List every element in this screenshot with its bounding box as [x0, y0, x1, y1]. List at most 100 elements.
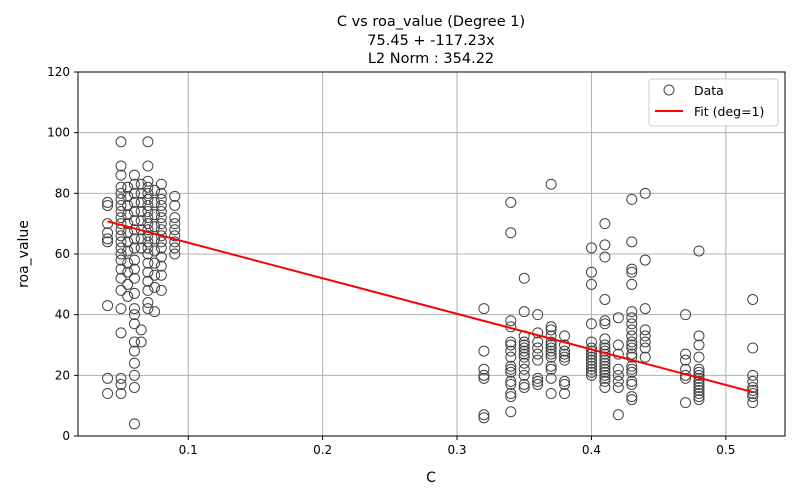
data-point [115, 327, 127, 339]
data-point [559, 348, 571, 360]
data-point [693, 381, 705, 393]
data-point [559, 388, 571, 400]
data-point [122, 181, 134, 193]
data-point [585, 363, 597, 375]
data-point [135, 206, 147, 218]
data-point [169, 199, 181, 211]
data-point [155, 242, 167, 254]
data-point [128, 272, 140, 284]
data-point [559, 375, 571, 387]
data-point [518, 351, 530, 363]
data-point [128, 169, 140, 181]
data-point [626, 306, 638, 318]
data-point [142, 266, 154, 278]
data-point [505, 315, 517, 327]
data-point [128, 381, 140, 393]
data-point [626, 339, 638, 351]
data-point [122, 257, 134, 269]
data-point [142, 257, 154, 269]
data-point [599, 369, 611, 381]
data-point [532, 348, 544, 360]
data-point [585, 369, 597, 381]
data-point [532, 336, 544, 348]
data-point [599, 333, 611, 345]
data-point [505, 336, 517, 348]
y-tick-label: 40 [55, 308, 70, 322]
data-point [102, 388, 114, 400]
data-point [128, 309, 140, 321]
data-point [102, 236, 114, 248]
data-point [545, 348, 557, 360]
data-point [115, 284, 127, 296]
data-point [155, 212, 167, 224]
data-point [478, 372, 490, 384]
data-point [545, 339, 557, 351]
data-point [122, 278, 134, 290]
data-point [155, 206, 167, 218]
data-point [693, 385, 705, 396]
data-point [142, 160, 154, 172]
data-point [693, 351, 705, 363]
data-point [142, 303, 154, 315]
data-point [599, 381, 611, 393]
data-point [115, 212, 127, 224]
data-point [626, 394, 638, 406]
data-point [585, 351, 597, 363]
data-point [518, 345, 530, 357]
data-point [626, 360, 638, 372]
data-point [626, 351, 638, 363]
data-point [149, 306, 161, 318]
data-point [559, 354, 571, 366]
data-point [122, 266, 134, 278]
data-point [626, 266, 638, 278]
data-point [135, 336, 147, 348]
data-point [612, 363, 624, 375]
data-point [142, 199, 154, 211]
data-point [626, 375, 638, 387]
data-point [626, 312, 638, 324]
data-point [639, 254, 651, 266]
data-point [612, 375, 624, 387]
data-point [142, 242, 154, 254]
data-point [599, 239, 611, 251]
y-tick-label: 60 [55, 247, 70, 261]
y-tick-label: 80 [55, 186, 70, 200]
data-point [518, 381, 530, 393]
data-point [559, 339, 571, 351]
data-point [122, 199, 134, 211]
data-point [115, 236, 127, 248]
data-point [115, 378, 127, 390]
data-point [128, 178, 140, 190]
data-point [612, 339, 624, 351]
data-point [545, 372, 557, 384]
data-point [585, 336, 597, 348]
data-point [518, 342, 530, 354]
data-point [142, 136, 154, 148]
data-point [169, 212, 181, 224]
data-point [122, 190, 134, 202]
data-point [135, 187, 147, 199]
data-point [135, 178, 147, 190]
data-point [612, 409, 624, 421]
data-point [585, 318, 597, 330]
chart-title: C vs roa_value (Degree 1) 75.45 + -117.2… [337, 14, 525, 67]
data-point [505, 351, 517, 363]
data-point [518, 272, 530, 284]
legend: Data Fit (deg=1) [648, 78, 779, 127]
data-point [128, 196, 140, 208]
data-point [518, 306, 530, 318]
data-point [518, 369, 530, 381]
data-point [585, 278, 597, 290]
data-point [102, 227, 114, 239]
data-point [693, 330, 705, 342]
data-point [142, 206, 154, 218]
data-point [149, 184, 161, 196]
title-line-3: L2 Norm : 354.22 [368, 51, 494, 67]
data-point [128, 318, 140, 330]
data-point [115, 254, 127, 266]
data-point [115, 206, 127, 218]
x-tick-label: 0.4 [582, 443, 601, 457]
data-point [128, 254, 140, 266]
data-point [155, 284, 167, 296]
